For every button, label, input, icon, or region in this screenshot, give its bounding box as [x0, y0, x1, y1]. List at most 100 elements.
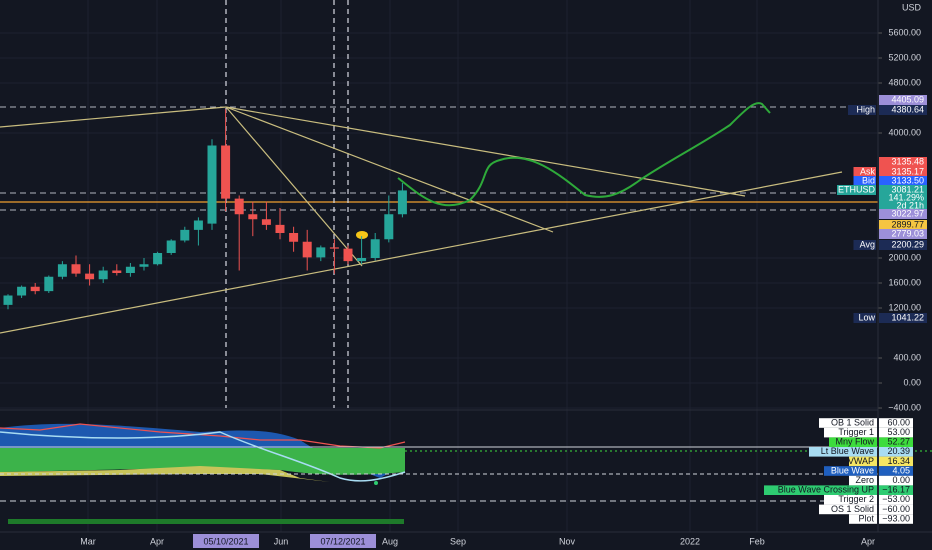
candle-body	[180, 229, 190, 241]
price-tag-label: 2d 21h	[896, 200, 924, 210]
price-tag-name-box	[853, 240, 876, 250]
price-tag-label: 2200.29	[891, 239, 924, 249]
y-tick-label: 5200.00	[888, 52, 921, 62]
price-tag-name-box	[853, 313, 876, 323]
indicator-tag-label: −53.00	[882, 494, 910, 504]
indicator-tag-name-box	[849, 456, 877, 467]
candles	[3, 109, 407, 310]
candle-body	[85, 273, 95, 280]
candle-body	[370, 239, 380, 258]
price-tag	[879, 193, 927, 203]
indicator-tag-label: −93.00	[882, 513, 910, 523]
price-tag	[879, 240, 927, 250]
x-label-highlight	[193, 534, 259, 548]
candle-body	[153, 253, 163, 265]
y-tick-label: 1600.00	[888, 277, 921, 287]
price-tag	[879, 229, 927, 239]
candle-body	[384, 214, 394, 240]
indicator-tag-label: −16.17	[882, 485, 910, 495]
indicator-tag	[879, 427, 913, 438]
time-axis: Mar Apr 05/10/2021 Jun 07/12/2021 Aug Sep Nov 20…	[80, 534, 875, 548]
indicator-tag-name: Trigger 2	[838, 494, 874, 504]
signal-bar	[8, 519, 404, 524]
price-tag-label: 2779.03	[891, 228, 924, 238]
indicator-tag-name: VWAP	[848, 456, 874, 466]
crossing-dot	[374, 481, 378, 485]
price-tag-label: 141.29%	[888, 192, 924, 202]
indicator-tag	[879, 485, 913, 495]
x-tick-label: Mar	[80, 536, 96, 546]
projection-path	[397, 102, 771, 207]
x-tick-label: Apr	[861, 536, 875, 546]
candle-body	[397, 190, 407, 215]
indicator-tag-label: 60.00	[887, 417, 910, 427]
y-tick-label: 5600.00	[888, 27, 921, 37]
candle-body	[289, 233, 299, 242]
indicator-tag-label: 16.34	[887, 456, 910, 466]
price-tag	[879, 176, 927, 186]
candle-body	[57, 264, 67, 277]
indicator-tag	[879, 447, 913, 457]
price-tag-name: Ask	[860, 166, 876, 176]
vertical-markers	[225, 0, 349, 408]
price-tag-label: 3133.50	[891, 175, 924, 185]
time-grid	[87, 0, 758, 532]
price-grid	[0, 32, 882, 409]
indicator-tag-name-box	[809, 447, 877, 457]
price-tag-label: 2899.77	[891, 219, 924, 229]
indicator-tag-name-box	[829, 437, 877, 447]
price-tag-label: 3081.21	[891, 184, 924, 194]
indicator-tag-name-box	[824, 495, 877, 505]
price-tag-label: 3135.17	[891, 166, 924, 176]
currency-label: USD	[902, 2, 922, 12]
y-tick-label: 400.00	[893, 352, 921, 362]
candle-body	[3, 295, 13, 305]
indicator-tag-name-box	[849, 514, 877, 524]
candle-body	[139, 264, 149, 267]
x-label-highlight	[310, 534, 376, 548]
candle-body	[207, 145, 217, 224]
candle-body	[193, 220, 203, 230]
indicator-tag-name: Lt Blue Wave	[821, 446, 874, 456]
price-tag-name-box	[848, 105, 876, 115]
indicator-tag	[879, 514, 913, 524]
indicator-tag	[879, 495, 913, 505]
price-tag	[879, 105, 927, 115]
indicator-tag-name: Blue Wave Crossing UP	[778, 485, 874, 495]
price-tag-label: 3135.48	[891, 156, 924, 166]
price-tag-label: 1041.22	[891, 312, 924, 322]
x-tick-label: Feb	[749, 536, 765, 546]
x-tick-label: Nov	[559, 536, 576, 546]
price-tag	[879, 157, 927, 167]
indicator-tag-label: 4.05	[892, 465, 910, 475]
candle-body	[248, 214, 258, 220]
indicator-tag-name: Trigger 1	[838, 427, 874, 437]
indicator-tag	[879, 418, 913, 428]
candle-body	[221, 145, 231, 199]
indicator-tag	[879, 504, 913, 515]
candle-body	[166, 240, 176, 253]
price-tag	[879, 95, 927, 105]
price-tag-name: Avg	[860, 239, 875, 249]
indicator-tag-label: 53.00	[887, 427, 910, 437]
candle-body	[17, 286, 27, 296]
indicator-tag-label: 52.27	[887, 437, 910, 447]
candle-body	[302, 241, 312, 258]
x-tick-label: Sep	[450, 536, 466, 546]
candle-body	[71, 264, 81, 274]
y-tick-label: 1200.00	[888, 302, 921, 312]
candle-body	[329, 247, 339, 249]
price-tag-label: 3022.97	[891, 208, 924, 218]
light-blue-wave	[0, 431, 406, 482]
indicator-tag-name: Plot	[858, 513, 874, 523]
y-tick-label: 0.00	[903, 377, 921, 387]
candle-body	[275, 224, 285, 233]
price-tag	[879, 167, 927, 177]
x-tick-label: 07/12/2021	[320, 536, 365, 546]
price-tag	[879, 201, 927, 211]
candle-body	[98, 270, 108, 280]
x-tick-label: 2022	[680, 536, 700, 546]
price-tag-label: 4405.09	[891, 94, 924, 104]
